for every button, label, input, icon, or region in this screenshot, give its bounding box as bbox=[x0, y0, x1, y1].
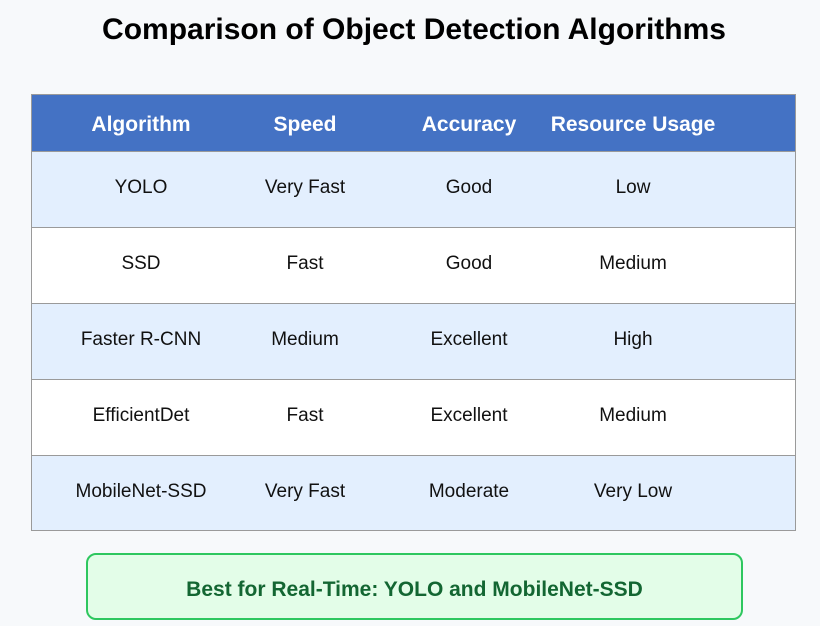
cell-speed: Very Fast bbox=[264, 481, 346, 502]
cell-algorithm: Faster R-CNN bbox=[80, 329, 202, 350]
cell-resource-usage: Low bbox=[615, 177, 651, 198]
cell-accuracy: Good bbox=[445, 253, 493, 274]
cell-algorithm: YOLO bbox=[114, 177, 168, 198]
cell-algorithm: SSD bbox=[121, 253, 161, 274]
header-algorithm: Algorithm bbox=[91, 113, 191, 136]
page-title: Comparison of Object Detection Algorithm… bbox=[102, 13, 726, 46]
table-row: MobileNet-SSD Very Fast Moderate Very Lo… bbox=[32, 455, 795, 530]
table-row: YOLO Very Fast Good Low bbox=[32, 151, 795, 227]
cell-resource-usage: Very Low bbox=[593, 481, 673, 502]
header-speed: Speed bbox=[273, 113, 337, 136]
cell-algorithm: MobileNet-SSD bbox=[75, 481, 207, 502]
cell-resource-usage: High bbox=[613, 329, 653, 350]
table-row: Faster R-CNN Medium Excellent High bbox=[32, 303, 795, 379]
header-accuracy: Accuracy bbox=[421, 113, 517, 136]
cell-resource-usage: Medium bbox=[599, 253, 667, 274]
comparison-table: Algorithm Speed Accuracy Resource Usage … bbox=[31, 94, 796, 531]
cell-resource-usage: Medium bbox=[599, 405, 667, 426]
cell-speed: Fast bbox=[286, 405, 324, 426]
cell-speed: Fast bbox=[286, 253, 324, 274]
cell-speed: Very Fast bbox=[264, 177, 346, 198]
recommendation-note: Best for Real-Time: YOLO and MobileNet-S… bbox=[86, 553, 743, 620]
cell-accuracy: Moderate bbox=[428, 481, 510, 502]
header-resource-usage: Resource Usage bbox=[550, 113, 716, 136]
cell-accuracy: Excellent bbox=[430, 329, 508, 350]
cell-speed: Medium bbox=[271, 329, 339, 350]
table-header-row: Algorithm Speed Accuracy Resource Usage bbox=[32, 95, 795, 151]
cell-algorithm: EfficientDet bbox=[92, 405, 190, 426]
table-row: EfficientDet Fast Excellent Medium bbox=[32, 379, 795, 455]
cell-accuracy: Good bbox=[445, 177, 493, 198]
cell-accuracy: Excellent bbox=[430, 405, 508, 426]
table-row: SSD Fast Good Medium bbox=[32, 227, 795, 303]
